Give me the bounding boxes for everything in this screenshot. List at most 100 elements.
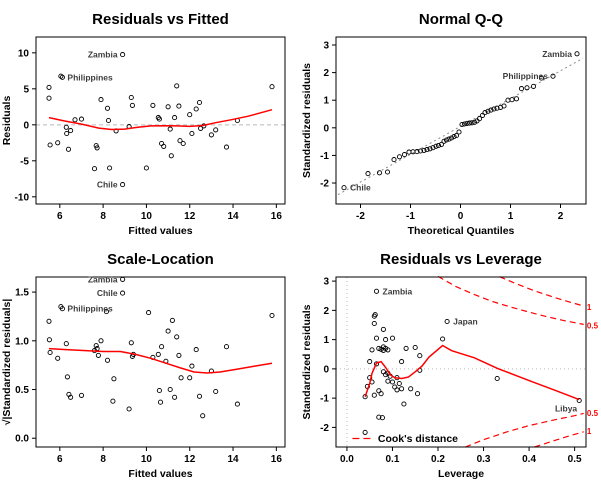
data-point [399, 386, 405, 392]
data-point [180, 140, 186, 147]
plot-box [335, 36, 587, 205]
data-point [189, 130, 195, 137]
data-point [505, 97, 511, 103]
x-tick-label: 12 [184, 211, 196, 222]
x-tick-label: -2 [356, 211, 365, 222]
y-tick-label: 0 [323, 364, 329, 375]
point-label-japan: Japan [453, 316, 478, 326]
point-label-chile: Chile [97, 180, 118, 190]
data-point [269, 84, 275, 90]
data-point [91, 166, 98, 172]
data-point [172, 394, 178, 400]
residuals-vs-fitted-panel: 6 8 10 12 14 16 -10 -5 0 5 10 Residuals vs Fitted Fi… [0, 0, 300, 240]
data-point [369, 347, 375, 353]
panel-title: Residuals vs Fitted [92, 11, 229, 28]
y-tick-label: 5 [23, 84, 29, 95]
data-point [451, 134, 457, 140]
data-point [169, 317, 175, 323]
point-label-philippines: Philippines [503, 71, 549, 81]
residuals-vs-leverage-panel: 0.5 1 0.5 1 0.0 0.1 0.2 0.3 0.4 0.5 -2 -1 0 1 2 3 Residu… [300, 240, 601, 483]
data-point [376, 345, 382, 351]
data-point [193, 106, 199, 112]
panel-svg-residuals-vs-leverage: 0.5 1 0.5 1 0.0 0.1 0.2 0.3 0.4 0.5 -2 -1 0 1 2 3 Residu… [301, 251, 599, 480]
data-point [509, 97, 515, 103]
data-point [491, 106, 497, 112]
x-tick-label: 14 [227, 454, 239, 465]
data-point [78, 116, 85, 122]
cooks-distance-contour [534, 431, 584, 448]
data-point [396, 380, 402, 387]
x-tick-label: 10 [141, 454, 153, 465]
data-point [55, 355, 61, 361]
data-point [444, 318, 450, 325]
data-point [469, 120, 475, 126]
smooth-line [48, 108, 273, 131]
data-point [189, 363, 195, 369]
data-point [443, 137, 450, 143]
data-point [367, 359, 373, 365]
data-point [159, 344, 165, 350]
x-axis-label: Fitted values [128, 468, 192, 480]
y-tick-label: -5 [20, 156, 29, 167]
data-point [223, 144, 230, 150]
y-axis-label: Standardized residuals [301, 304, 313, 419]
x-tick-label: 8 [100, 211, 106, 222]
data-point [72, 117, 78, 123]
cooks-distance-contour [499, 276, 584, 307]
data-point [46, 318, 52, 324]
y-tick-label: 3 [323, 277, 329, 288]
data-point [380, 369, 386, 375]
x-tick-label: 14 [227, 211, 239, 222]
data-point [55, 140, 61, 146]
y-tick-label: 0.5 [15, 385, 29, 396]
data-point [373, 361, 380, 367]
data-point [223, 344, 230, 350]
cooks-distance-contour [465, 412, 584, 448]
y-tick-label: 1 [323, 96, 329, 107]
data-point [155, 351, 161, 357]
smooth-line [48, 347, 273, 374]
data-point [414, 149, 420, 155]
data-point [456, 129, 462, 135]
data-point [380, 326, 386, 332]
data-point [408, 386, 414, 392]
data-point [105, 117, 112, 124]
data-point [376, 170, 383, 176]
data-point [120, 276, 126, 282]
data-point [64, 374, 70, 380]
x-tick-label: 10 [141, 211, 153, 222]
cooks-distance-legend-label: Cook's distance [378, 433, 458, 445]
data-point [172, 115, 178, 121]
data-point [150, 102, 156, 108]
plot-box [335, 276, 587, 448]
data-point [401, 401, 407, 407]
y-tick-label: -1 [320, 151, 329, 162]
data-point [446, 136, 452, 142]
y-tick-label: -1 [320, 394, 329, 405]
data-point [165, 104, 171, 110]
data-point [196, 393, 203, 399]
x-tick-label: 0.4 [522, 454, 536, 465]
y-tick-label: 2 [323, 306, 329, 317]
data-point [95, 352, 101, 358]
data-point [476, 116, 483, 122]
data-point [371, 392, 377, 398]
data-point [110, 398, 116, 404]
data-point [234, 401, 240, 407]
x-tick-label: 0.2 [431, 454, 445, 465]
point-label-philippines: Philippines [67, 304, 113, 314]
x-tick-label: 6 [57, 211, 63, 222]
data-point [494, 375, 500, 382]
data-point [65, 146, 72, 152]
data-point [417, 353, 423, 359]
y-axis-label: Residuals [1, 96, 13, 146]
data-point [68, 394, 74, 400]
data-point [64, 130, 70, 137]
y-tick-label: 1.0 [15, 336, 29, 347]
data-point [482, 110, 488, 116]
data-point [389, 379, 396, 385]
data-point [464, 120, 470, 126]
data-point [269, 312, 275, 319]
point-label-chile: Chile [350, 183, 371, 193]
x-tick-label: 0.3 [477, 454, 491, 465]
